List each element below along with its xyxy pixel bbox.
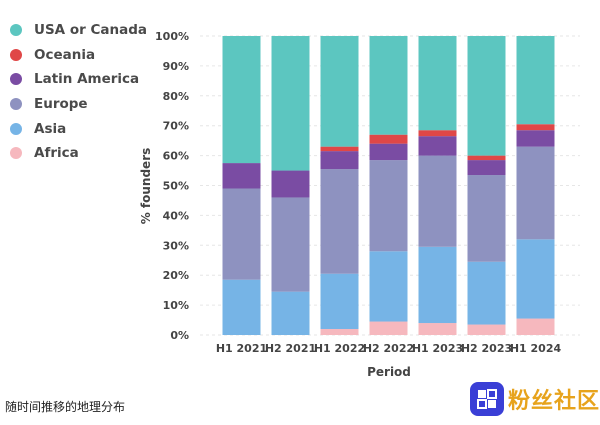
bar-segment-usa-or-canada[interactable]: [320, 36, 359, 147]
y-tick-label: 0%: [170, 329, 189, 342]
bar-segment-latin-america[interactable]: [418, 136, 457, 156]
watermark: 粉丝社区: [470, 382, 600, 416]
bar-segment-europe[interactable]: [516, 146, 555, 240]
bar-segment-asia[interactable]: [271, 291, 310, 335]
x-tick-label: H2 2023: [461, 342, 512, 355]
bar-segment-usa-or-canada[interactable]: [271, 36, 310, 171]
bar-segment-africa[interactable]: [369, 321, 408, 335]
legend-swatch: [10, 24, 22, 37]
x-tick-label: H2 2021: [265, 342, 316, 355]
legend-label: Asia: [34, 120, 67, 137]
bar-segment-africa[interactable]: [320, 329, 359, 335]
legend-label: Oceania: [34, 46, 96, 63]
y-tick-labels: 0% 10% 20% 30% 40% 50% 60% 70% 80% 90% 100%: [155, 30, 189, 342]
watermark-logo-icon: [470, 382, 504, 416]
legend-label: Africa: [34, 145, 79, 162]
bar-segment-latin-america[interactable]: [467, 160, 506, 176]
legend-item-usa-canada[interactable]: USA or Canada: [10, 18, 147, 43]
bar-segment-asia[interactable]: [516, 239, 555, 319]
bar-segment-latin-america[interactable]: [369, 143, 408, 161]
bar-segment-asia[interactable]: [320, 273, 359, 330]
bar-segment-usa-or-canada[interactable]: [516, 36, 555, 125]
x-tick-label: H2 2022: [363, 342, 414, 355]
legend-item-asia[interactable]: Asia: [10, 116, 147, 141]
bar-segment-europe[interactable]: [320, 169, 359, 274]
bar-segment-oceania[interactable]: [320, 146, 359, 152]
bar-segment-europe[interactable]: [467, 175, 506, 262]
y-tick-label: 30%: [163, 239, 189, 252]
legend-swatch: [10, 73, 22, 86]
bar-segment-usa-or-canada[interactable]: [369, 36, 408, 135]
bar-segment-africa[interactable]: [467, 324, 506, 335]
bar-segment-europe[interactable]: [271, 197, 310, 292]
legend-item-africa[interactable]: Africa: [10, 141, 147, 166]
x-tick-label: H1 2022: [314, 342, 365, 355]
bar-segment-oceania[interactable]: [516, 124, 555, 131]
legend-item-europe[interactable]: Europe: [10, 92, 147, 117]
bar-segment-latin-america[interactable]: [516, 130, 555, 147]
legend-label: Latin America: [34, 71, 140, 88]
y-tick-label: 40%: [163, 209, 189, 222]
legend-swatch: [10, 48, 22, 61]
x-axis-label: Period: [367, 365, 411, 379]
y-tick-label: 80%: [163, 90, 189, 103]
bar-segment-oceania[interactable]: [467, 155, 506, 161]
x-tick-label: H1 2024: [510, 342, 562, 355]
bar-segment-oceania[interactable]: [418, 130, 457, 137]
legend-item-latin-america[interactable]: Latin America: [10, 67, 147, 92]
bar-segment-oceania[interactable]: [369, 134, 408, 144]
legend-label: USA or Canada: [34, 22, 147, 39]
y-tick-label: 100%: [155, 30, 189, 43]
bar-segment-asia[interactable]: [222, 279, 261, 335]
bar-segment-europe[interactable]: [418, 155, 457, 247]
bar-segment-africa[interactable]: [418, 323, 457, 335]
bar-segment-europe[interactable]: [222, 188, 261, 280]
y-tick-label: 90%: [163, 60, 189, 73]
y-axis-label: % founders: [139, 148, 153, 225]
y-tick-label: 20%: [163, 269, 189, 282]
bar-segment-europe[interactable]: [369, 160, 408, 252]
bar-segment-usa-or-canada[interactable]: [467, 36, 506, 156]
bar-segment-usa-or-canada[interactable]: [418, 36, 457, 131]
y-tick-label: 70%: [163, 120, 189, 133]
bar-segment-latin-america[interactable]: [320, 151, 359, 170]
legend-label: Europe: [34, 96, 88, 113]
legend: USA or Canada Oceania Latin America Euro…: [10, 18, 147, 166]
bars: [222, 36, 555, 335]
y-tick-label: 60%: [163, 150, 189, 163]
legend-swatch: [10, 98, 22, 111]
bar-segment-africa[interactable]: [516, 318, 555, 335]
bar-segment-latin-america[interactable]: [271, 170, 310, 198]
y-tick-label: 10%: [163, 299, 189, 312]
bar-segment-latin-america[interactable]: [222, 163, 261, 189]
bar-segment-usa-or-canada[interactable]: [222, 36, 261, 164]
legend-swatch: [10, 122, 22, 135]
caption: 随时间推移的地理分布: [5, 400, 126, 414]
y-tick-label: 50%: [163, 180, 189, 193]
bar-segment-asia[interactable]: [418, 246, 457, 324]
watermark-text: 粉丝社区: [508, 389, 600, 414]
x-tick-label: H1 2023: [412, 342, 463, 355]
x-tick-label: H1 2021: [216, 342, 267, 355]
bar-segment-asia[interactable]: [467, 261, 506, 325]
bar-segment-asia[interactable]: [369, 251, 408, 322]
legend-swatch: [10, 147, 22, 160]
legend-item-oceania[interactable]: Oceania: [10, 43, 147, 68]
